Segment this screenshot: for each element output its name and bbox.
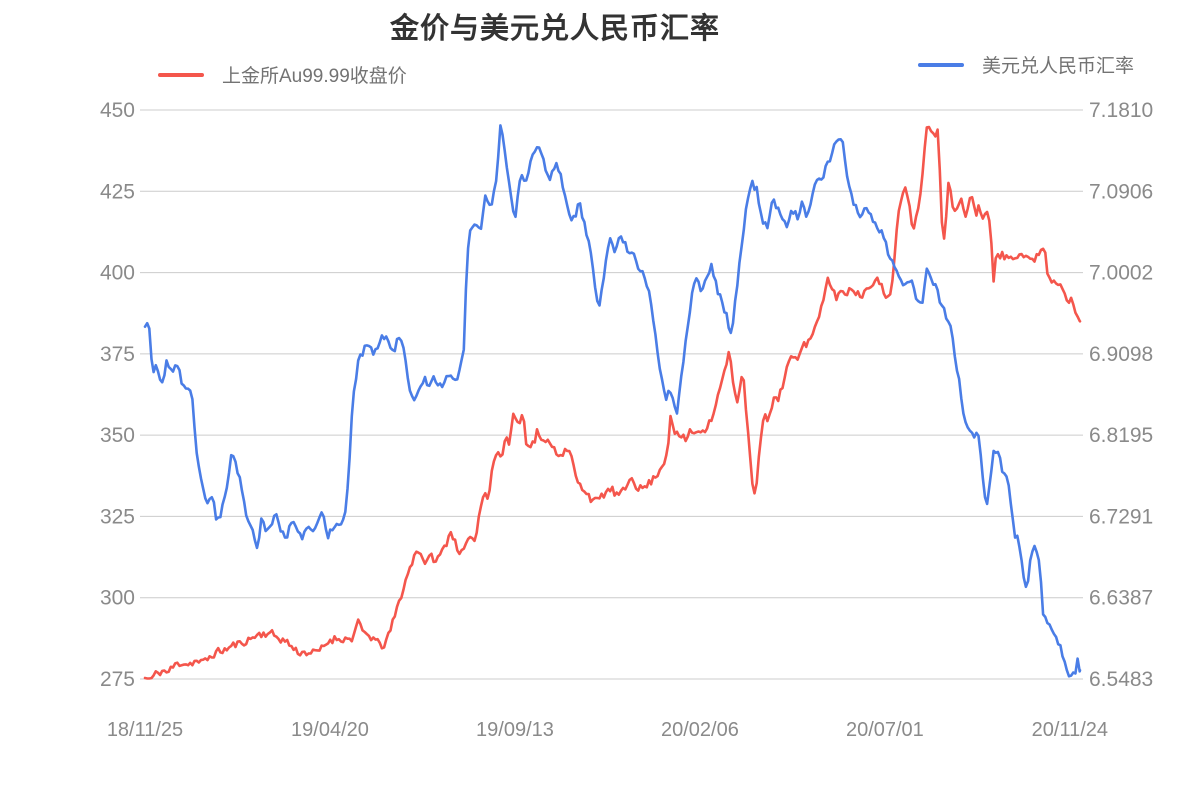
y-axis-right-tick-label: 7.0002: [1089, 262, 1153, 285]
y-axis-left-tick-label: 300: [100, 587, 135, 610]
x-axis-tick-label: 18/11/25: [107, 719, 183, 741]
y-axis-right-tick-label: 6.9098: [1089, 343, 1153, 366]
y-axis-left-tick-label: 425: [100, 180, 135, 203]
y-axis-left-tick-label: 350: [100, 424, 135, 447]
x-axis-tick-label: 19/04/20: [291, 719, 369, 741]
y-axis-right-tick-label: 6.5483: [1089, 668, 1153, 691]
legend-item-gold[interactable]: 上金所Au99.99收盘价: [158, 61, 407, 88]
y-axis-left-tick-label: 450: [100, 99, 135, 122]
y-axis-left-tick-label: 325: [100, 505, 135, 528]
chart-title: 金价与美元兑人民币汇率: [389, 13, 720, 45]
y-axis-right-tick-label: 6.7291: [1089, 505, 1153, 528]
y-axis-left-tick-label: 375: [100, 343, 135, 366]
x-axis-tick-label: 20/02/06: [661, 719, 739, 741]
x-axis-tick-label: 20/11/24: [1032, 719, 1108, 741]
x-axis-tick-label: 19/09/13: [476, 719, 554, 741]
fx-legend-label: 美元兑人民币汇率: [982, 56, 1135, 77]
y-axis-right-tick-label: 7.0906: [1089, 180, 1153, 203]
y-axis-left-tick-label: 275: [100, 668, 135, 691]
usd-cny-line[interactable]: [143, 124, 1082, 678]
gold-line-swatch: [158, 72, 204, 77]
y-axis-right-tick-label: 7.1810: [1089, 99, 1153, 122]
x-axis-tick-label: 20/07/01: [846, 719, 924, 741]
gold-legend-label: 上金所Au99.99收盘价: [222, 66, 407, 87]
legend-item-fx[interactable]: 美元兑人民币汇率: [918, 51, 1134, 78]
gold-price-line[interactable]: [143, 125, 1082, 680]
fx-line-swatch: [918, 62, 964, 67]
y-axis-right-tick-label: 6.6387: [1089, 587, 1153, 610]
y-axis-right-tick-label: 6.8195: [1089, 424, 1153, 447]
y-axis-left-tick-label: 400: [100, 262, 135, 285]
